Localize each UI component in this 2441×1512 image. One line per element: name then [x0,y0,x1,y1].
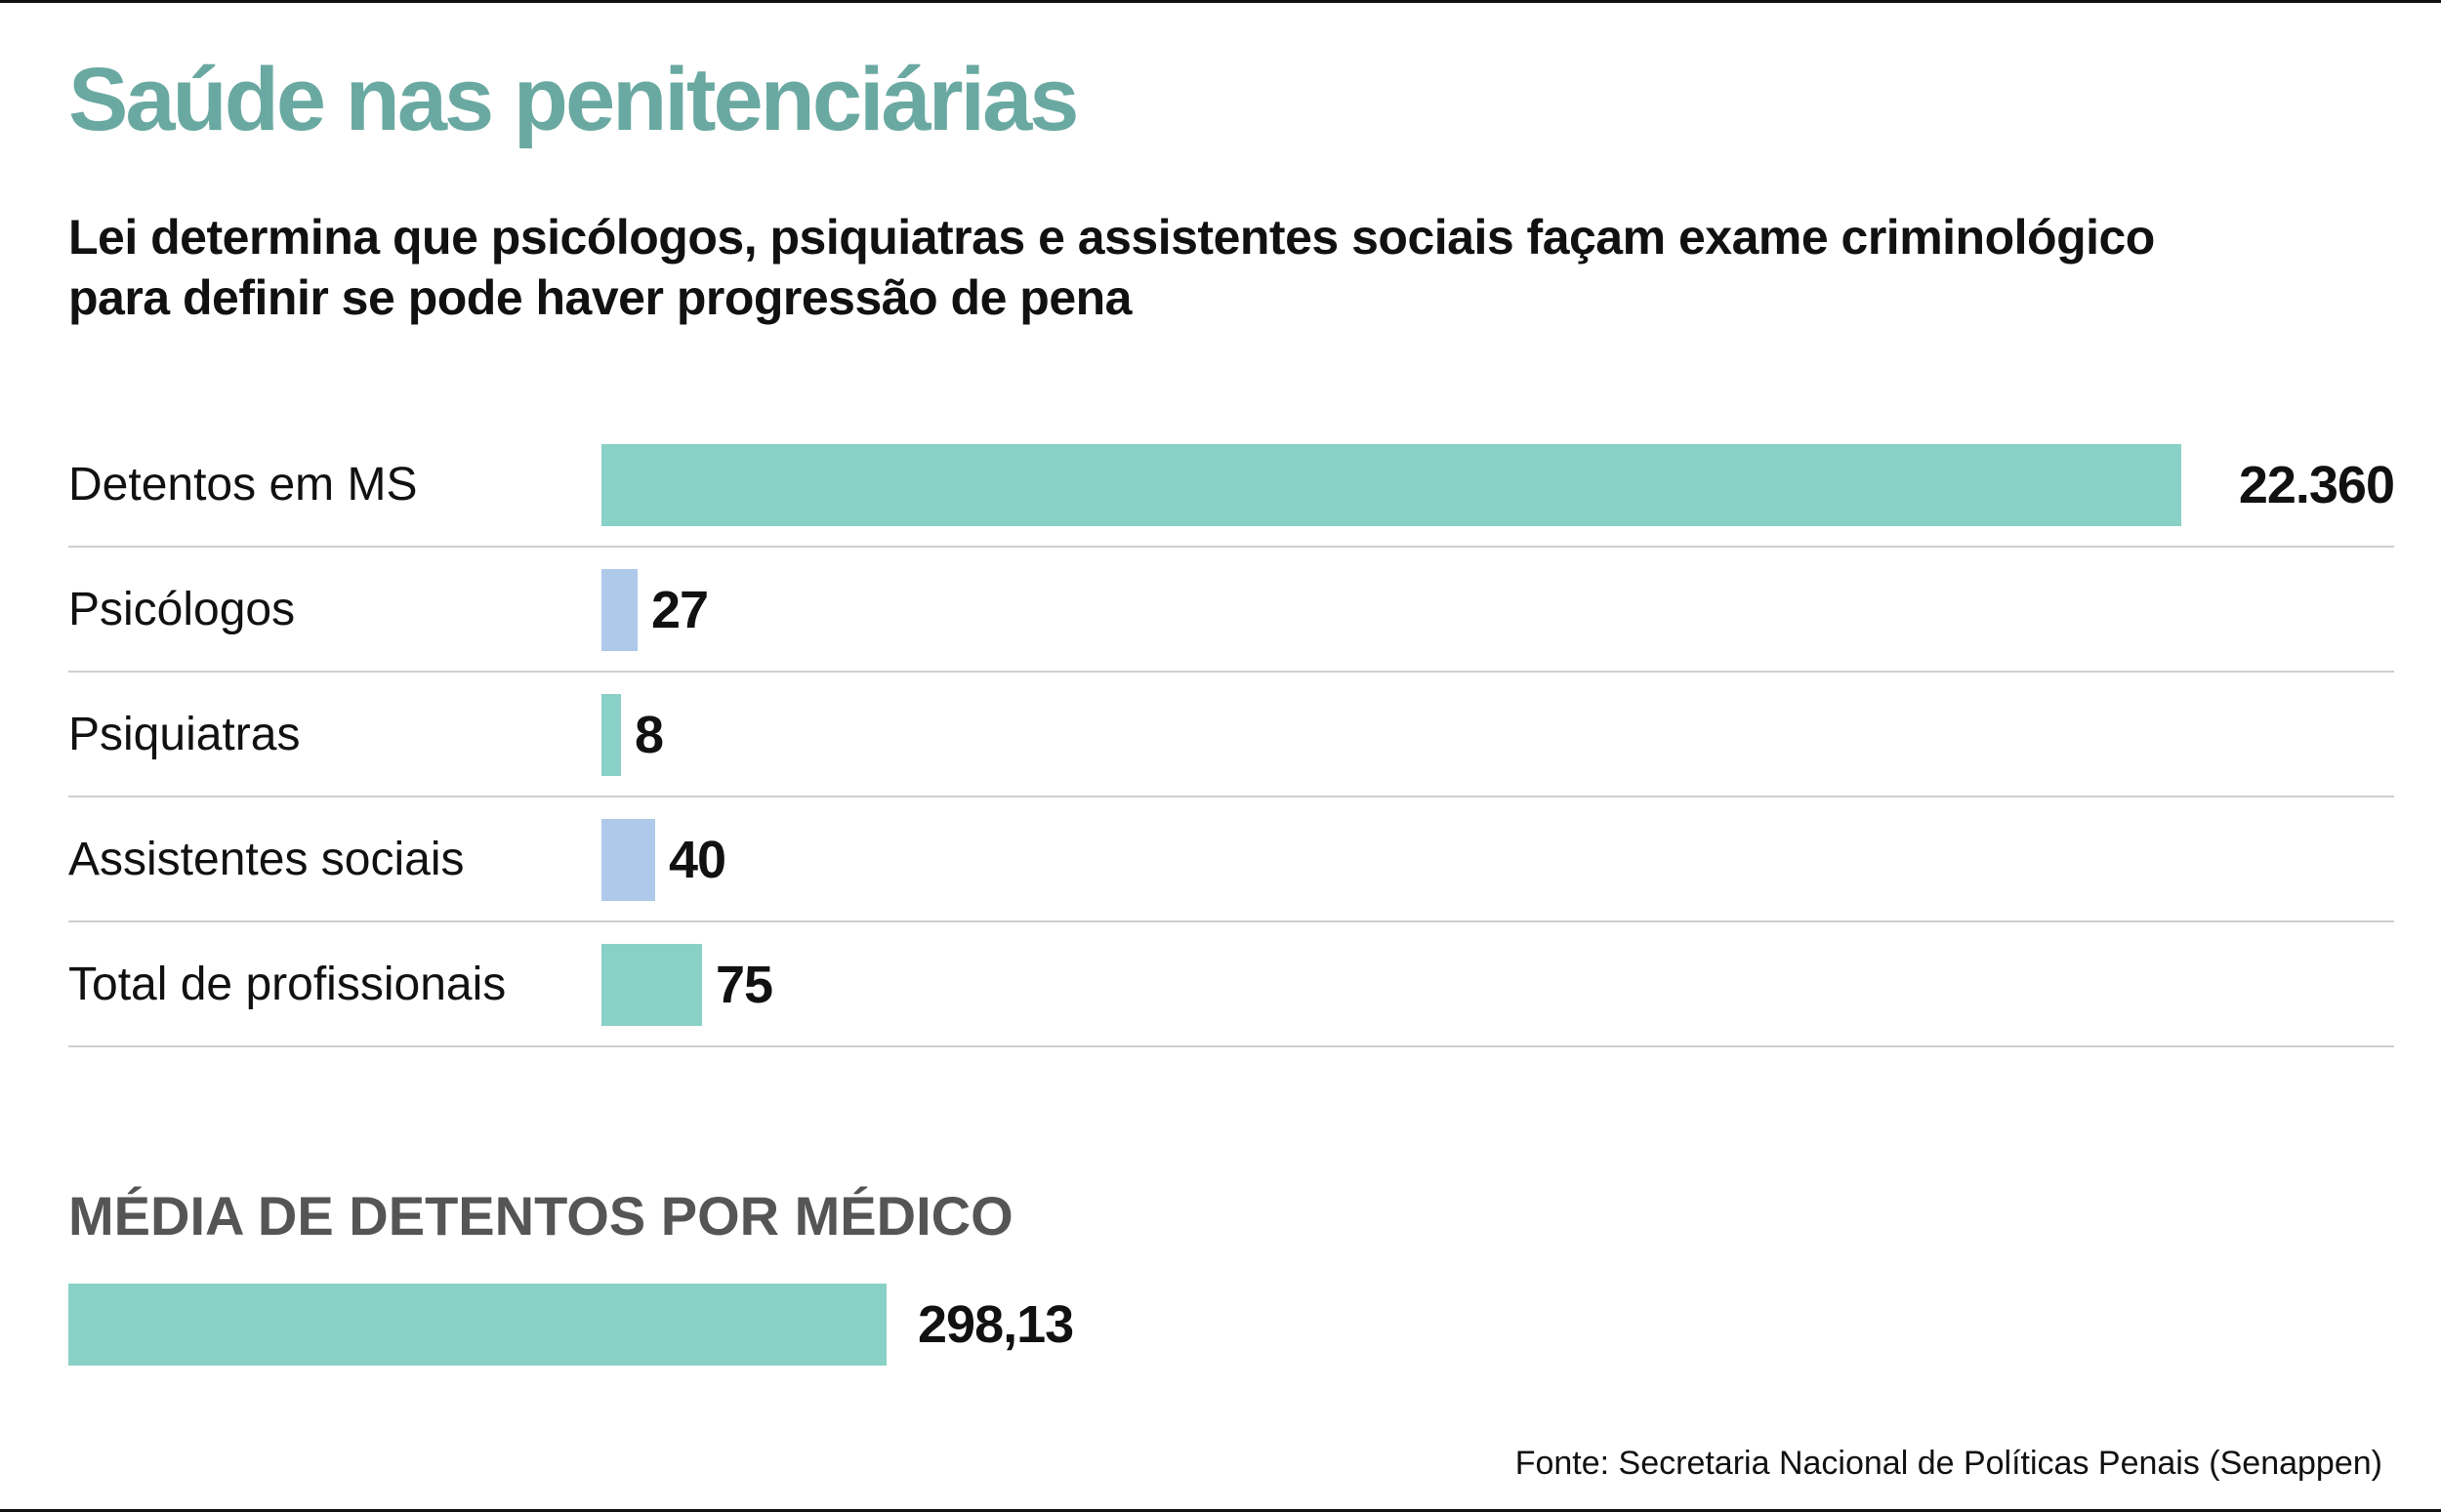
category-label: Psicólogos [68,584,296,635]
value-label: 22.360 [2238,456,2395,514]
bar-mark [601,569,638,651]
value-label: 75 [716,956,773,1014]
bar-mark-average [68,1284,887,1366]
source-note: Fonte: Secretaria Nacional de Políticas … [1514,1445,2382,1482]
chart-title: Saúde nas penitenciárias [68,50,1079,149]
row-separator [68,1045,2394,1047]
chart-subtitle: Lei determina que psicólogos, psiquiatra… [68,210,2155,325]
value-label-average: 298,13 [918,1295,1074,1354]
row-separator [68,796,2394,797]
row-separator [68,671,2394,673]
row-separator [68,920,2394,922]
bar-mark [601,444,2181,526]
section-title-average: MÉDIA DE DETENTOS POR MÉDICO [68,1185,1014,1246]
category-label: Detentos em MS [68,459,418,511]
category-label: Assistentes sociais [68,834,465,885]
category-label: Psiquiatras [68,709,301,760]
category-label: Total de profissionais [68,959,507,1010]
value-label: 8 [635,706,664,764]
row-separator [68,546,2394,548]
bar-mark [601,694,621,776]
value-label: 40 [669,831,726,889]
value-label: 27 [651,581,709,639]
bar-mark [601,819,655,901]
bar-mark [601,944,702,1026]
